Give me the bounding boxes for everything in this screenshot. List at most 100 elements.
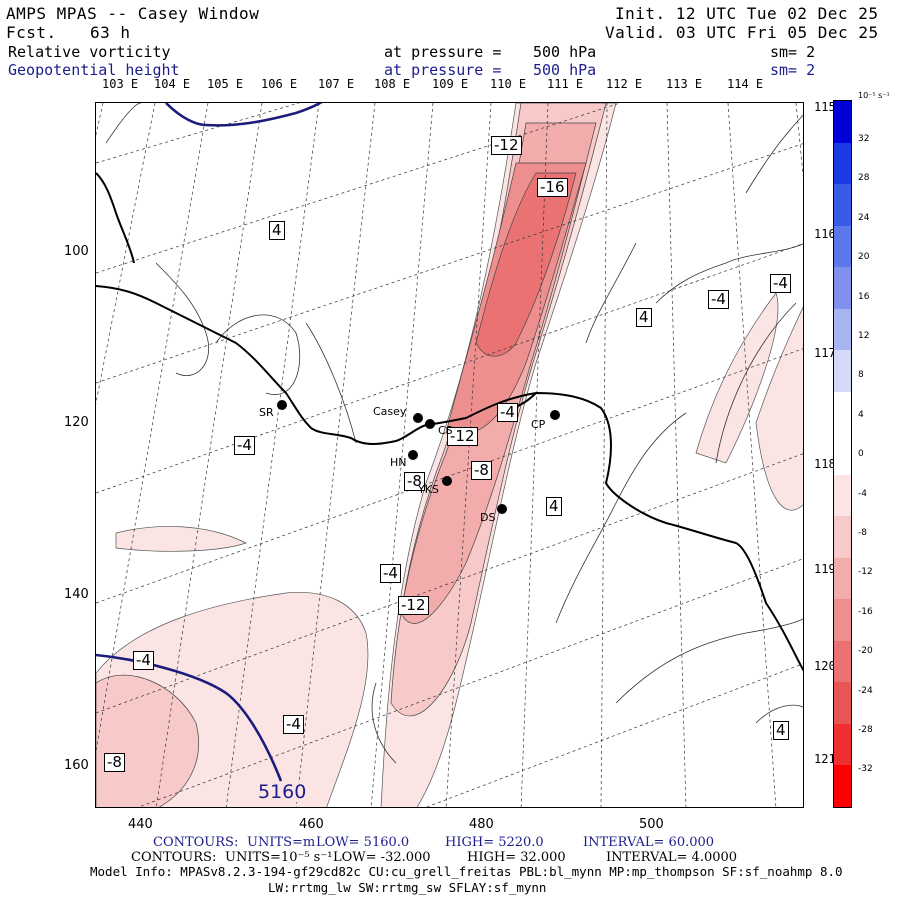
contour-label: -8 (404, 472, 425, 491)
colorbar-tick-label: -32 (858, 764, 873, 775)
contour-label: -4 (497, 403, 518, 422)
footer-contours2-units: UNITS=10⁻⁵ s⁻¹ (225, 850, 333, 865)
station-label-cp: CP (531, 418, 546, 431)
contour-label: -12 (491, 136, 522, 155)
vorticity-shading-peak (475, 172, 577, 357)
station-label-casey: Casey (373, 405, 407, 418)
y-tick-label: 140 (64, 587, 89, 602)
field1-smooth: sm= 2 (770, 43, 816, 61)
colorbar-tick-label: 8 (858, 370, 864, 381)
lon-label: 114 E (727, 77, 764, 91)
contour-label: -4 (770, 274, 791, 293)
station-dot-cp (550, 410, 560, 420)
colorbar-tick-label: -24 (858, 685, 873, 696)
x-tick-label: 500 (639, 817, 664, 832)
station-dot-yks (442, 476, 452, 486)
colorbar-cell (834, 142, 851, 185)
field2-smooth: sm= 2 (770, 61, 816, 79)
colorbar-tick-label: 12 (858, 331, 870, 341)
station-dot-ds (497, 504, 507, 514)
contour-label: -12 (447, 427, 478, 446)
height-contour-label: 5160 (258, 781, 307, 803)
colorbar-tick-label: -20 (858, 646, 873, 657)
colorbar-tick-label: -8 (858, 528, 867, 538)
contour-label: 4 (546, 497, 562, 516)
colorbar-units: 10⁻⁵ s⁻¹ (858, 91, 890, 100)
footer-contours2-low: LOW= -32.000 (333, 850, 431, 865)
colorbar (833, 100, 852, 808)
lon-label: 112 E (606, 77, 643, 91)
lon-label: 103 E (102, 77, 139, 91)
footer-contours2-label: CONTOURS: (131, 850, 217, 865)
contour-label: -16 (537, 178, 568, 197)
forecast-label: Fcst. (6, 23, 57, 42)
map-svg (96, 103, 803, 807)
lon-label: 105 E (207, 77, 244, 91)
colorbar-tick-label: 20 (858, 252, 870, 263)
graticule-lines (96, 103, 803, 807)
station-label-sr: SR (259, 406, 274, 419)
colorbar-tick-label: 28 (858, 173, 870, 184)
colorbar-tick-label: -4 (858, 488, 867, 499)
contour-label: 4 (269, 221, 285, 240)
forecast-hours: 63 h (90, 23, 131, 42)
station-label-hn: HN (390, 456, 407, 469)
footer-contours1-high: HIGH= 5220.0 (445, 835, 544, 850)
colorbar-cell (834, 557, 851, 600)
colorbar-cell (834, 599, 851, 642)
contour-label: -4 (708, 290, 729, 309)
field1-name: Relative vorticity (8, 43, 171, 61)
colorbar-tick-label: 0 (858, 449, 864, 460)
contour-label: 4 (636, 308, 652, 327)
footer-contours2-high: HIGH= 32.000 (467, 850, 566, 865)
station-label-cs: CS (438, 424, 453, 437)
colorbar-tick-label: 24 (858, 212, 870, 223)
footer-contours1-units: UNITS=m (247, 835, 316, 850)
contour-label: -4 (133, 651, 154, 670)
colorbar-cell (834, 682, 851, 725)
x-tick-label: 460 (299, 817, 324, 832)
station-label-yks: YKS (418, 483, 439, 496)
init-time: Init. 12 UTC Tue 02 Dec 25 (615, 4, 879, 23)
field1-pressure-label: at pressure = (384, 43, 502, 61)
colorbar-cell (834, 184, 851, 227)
colorbar-tick-label: -16 (858, 606, 873, 617)
colorbar-tick-label: -12 (858, 567, 873, 578)
field2-pressure: 500 hPa (533, 61, 597, 79)
lon-label: 107 E (318, 77, 355, 91)
valid-time: Valid. 03 UTC Fri 05 Dec 25 (605, 23, 879, 42)
colorbar-cell (834, 640, 851, 683)
vorticity-contours (105, 103, 803, 764)
station-label-ds: DS (480, 511, 496, 524)
colorbar-tick-label: -28 (858, 725, 873, 735)
y-tick-label: 120 (64, 415, 89, 430)
station-dot-casey (413, 413, 423, 423)
station-dot-sr (277, 400, 287, 410)
contour-label: 4 (773, 721, 789, 740)
colorbar-tick-label: 16 (858, 291, 870, 302)
lon-label: 113 E (666, 77, 703, 91)
y-tick-label: 160 (64, 758, 89, 773)
colorbar-cell (834, 267, 851, 310)
lon-label: 106 E (261, 77, 298, 91)
footer-model-info: Model Info: MPASv8.2.3-194-gf29cd82c CU:… (90, 864, 843, 879)
footer-model-info-2: LW:rrtmg_lw SW:rrtmg_sw SFLAY:sf_mynn (268, 880, 547, 895)
contour-label: -8 (104, 753, 125, 772)
station-dot-hn (408, 450, 418, 460)
contour-label: -12 (398, 596, 429, 615)
field2-name: Geopotential height (8, 61, 180, 79)
contour-label: -8 (471, 461, 492, 480)
y-tick-label: 100 (64, 244, 89, 259)
lon-label: 108 E (374, 77, 411, 91)
lon-label: 109 E (432, 77, 469, 91)
x-tick-label: 480 (469, 817, 494, 832)
station-dot-cs (425, 419, 435, 429)
lon-label: 104 E (154, 77, 191, 91)
colorbar-tick-label: 4 (858, 409, 864, 420)
lon-label: 111 E (547, 77, 584, 91)
colorbar-cell (834, 350, 851, 393)
colorbar-cell (834, 225, 851, 268)
field2-pressure-label: at pressure = (384, 61, 502, 79)
footer-contours1-interval: INTERVAL= 60.000 (583, 835, 715, 850)
x-tick-label: 440 (128, 817, 153, 832)
